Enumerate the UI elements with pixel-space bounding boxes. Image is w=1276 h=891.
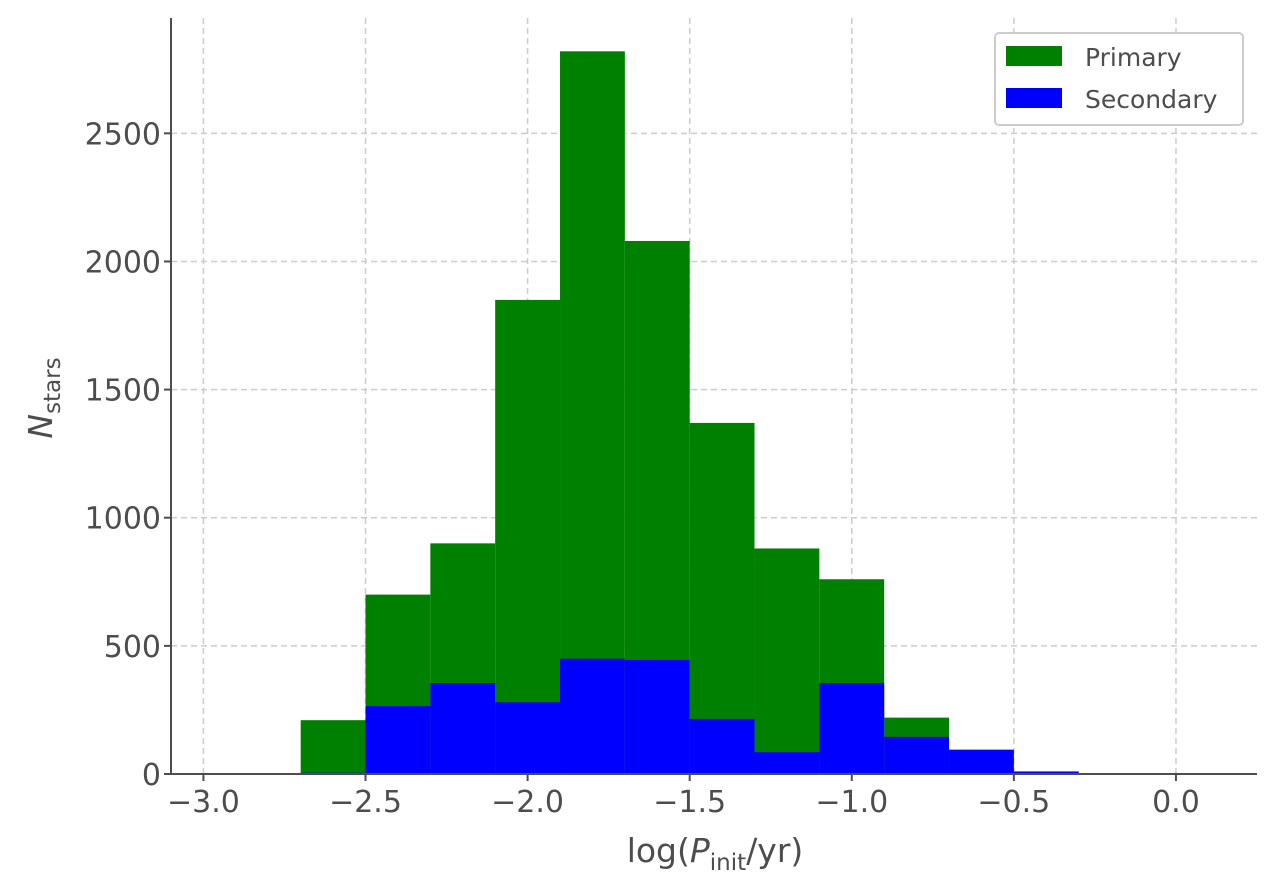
tick-marks: −3.0 −2.5 −2.0 −1.5 −1.0 −0.5 0.0 0 500 1000 1500 2… bbox=[85, 117, 1200, 820]
x-tick-label: −1.0 bbox=[815, 785, 888, 820]
bar-primary-3 bbox=[495, 299, 561, 774]
x-axis-label: log(Pinit/yr) bbox=[627, 831, 804, 876]
legend-swatch-primary bbox=[1006, 46, 1062, 66]
legend-swatch-secondary bbox=[1006, 88, 1062, 108]
x-tick-label: −2.5 bbox=[329, 785, 402, 820]
bar-secondary-4 bbox=[560, 658, 625, 774]
bar-secondary-1 bbox=[365, 706, 431, 774]
x-tick-label: −2.0 bbox=[491, 785, 564, 820]
bar-secondary-9 bbox=[884, 736, 950, 774]
bar-secondary-8 bbox=[819, 683, 885, 774]
y-tick-label: 500 bbox=[104, 630, 161, 665]
x-tick-label: −0.5 bbox=[977, 785, 1050, 820]
legend: Primary Secondary bbox=[994, 32, 1244, 126]
x-tick-label: −1.5 bbox=[653, 785, 726, 820]
legend-label-secondary: Secondary bbox=[1085, 85, 1218, 114]
bar-secondary-11 bbox=[1013, 771, 1079, 774]
y-tick-label: 2000 bbox=[85, 245, 161, 280]
x-tick-label: −3.0 bbox=[167, 785, 240, 820]
axes bbox=[170, 18, 1257, 775]
bar-secondary-5 bbox=[624, 659, 690, 774]
bar-primary-6 bbox=[689, 422, 755, 774]
legend-label-primary: Primary bbox=[1085, 43, 1182, 72]
bar-secondary-3 bbox=[495, 702, 561, 774]
y-tick-label: 0 bbox=[142, 758, 161, 793]
bar-secondary-2 bbox=[430, 683, 496, 774]
y-tick-label: 2500 bbox=[85, 117, 161, 152]
bar-secondary-10 bbox=[949, 749, 1014, 774]
y-tick-label: 1000 bbox=[85, 502, 161, 537]
bar-primary-4 bbox=[560, 51, 625, 775]
bar-secondary-7 bbox=[754, 752, 820, 774]
bar-secondary-6 bbox=[689, 718, 755, 774]
y-axis-label: Nstars bbox=[21, 357, 66, 438]
histogram-bars bbox=[300, 51, 1079, 775]
bar-primary-7 bbox=[754, 548, 820, 774]
y-tick-label: 1500 bbox=[85, 374, 161, 409]
bar-primary-0 bbox=[300, 720, 366, 774]
x-tick-label: 0.0 bbox=[1152, 785, 1200, 820]
